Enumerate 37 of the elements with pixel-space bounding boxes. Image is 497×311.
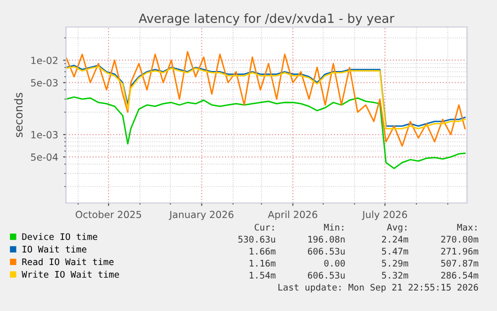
y-tick-label: 5e-04 xyxy=(31,153,58,161)
line-series xyxy=(66,96,466,170)
text: 286.54m xyxy=(441,272,478,279)
text: 5.32m xyxy=(382,272,408,279)
text: 1.16m xyxy=(250,260,276,267)
legend-label: Read IO Wait time xyxy=(22,258,114,266)
text: 196.08n xyxy=(308,236,345,243)
legend-label: IO Wait time xyxy=(22,246,86,253)
y-tick-label: 1e-03 xyxy=(31,131,58,138)
text: Avg: xyxy=(386,224,406,232)
legend-label: Write IO Wait time xyxy=(22,270,119,278)
chart-title: Average latency for /dev/xvda1 - by year xyxy=(138,13,394,26)
x-tick-label: January 2026 xyxy=(168,210,234,220)
y-tick-label: 5e-03 xyxy=(31,79,58,86)
text: 271.96m xyxy=(441,248,478,255)
x-tick-label: April 2026 xyxy=(268,210,318,220)
text: 1.66m xyxy=(250,248,276,255)
text: Max: xyxy=(457,224,476,231)
text: 606.53u xyxy=(308,272,345,279)
text: 606.53u xyxy=(308,248,345,255)
text: 507.87m xyxy=(441,260,478,267)
x-tick-label: October 2025 xyxy=(76,210,142,218)
text: Min: xyxy=(324,224,344,231)
x-tick-label: July 2026 xyxy=(362,210,408,220)
text: 270.00m xyxy=(441,236,478,243)
text: 2.24m xyxy=(382,236,408,243)
text: 0.00 xyxy=(324,260,345,267)
legend-label: Device IO time xyxy=(22,233,98,240)
line-series xyxy=(66,51,466,147)
text: 530.63u xyxy=(238,236,276,243)
y-axis-title: seconds xyxy=(14,92,23,138)
text: 5.47m xyxy=(382,248,408,255)
text: Last update: Mon Sep 21 22:55:15 2026 xyxy=(278,284,478,292)
text: 5.29m xyxy=(382,260,408,267)
text: 1.54m xyxy=(250,272,276,279)
text: Cur: xyxy=(254,224,274,231)
y-tick-label: 1e-02 xyxy=(31,56,58,64)
